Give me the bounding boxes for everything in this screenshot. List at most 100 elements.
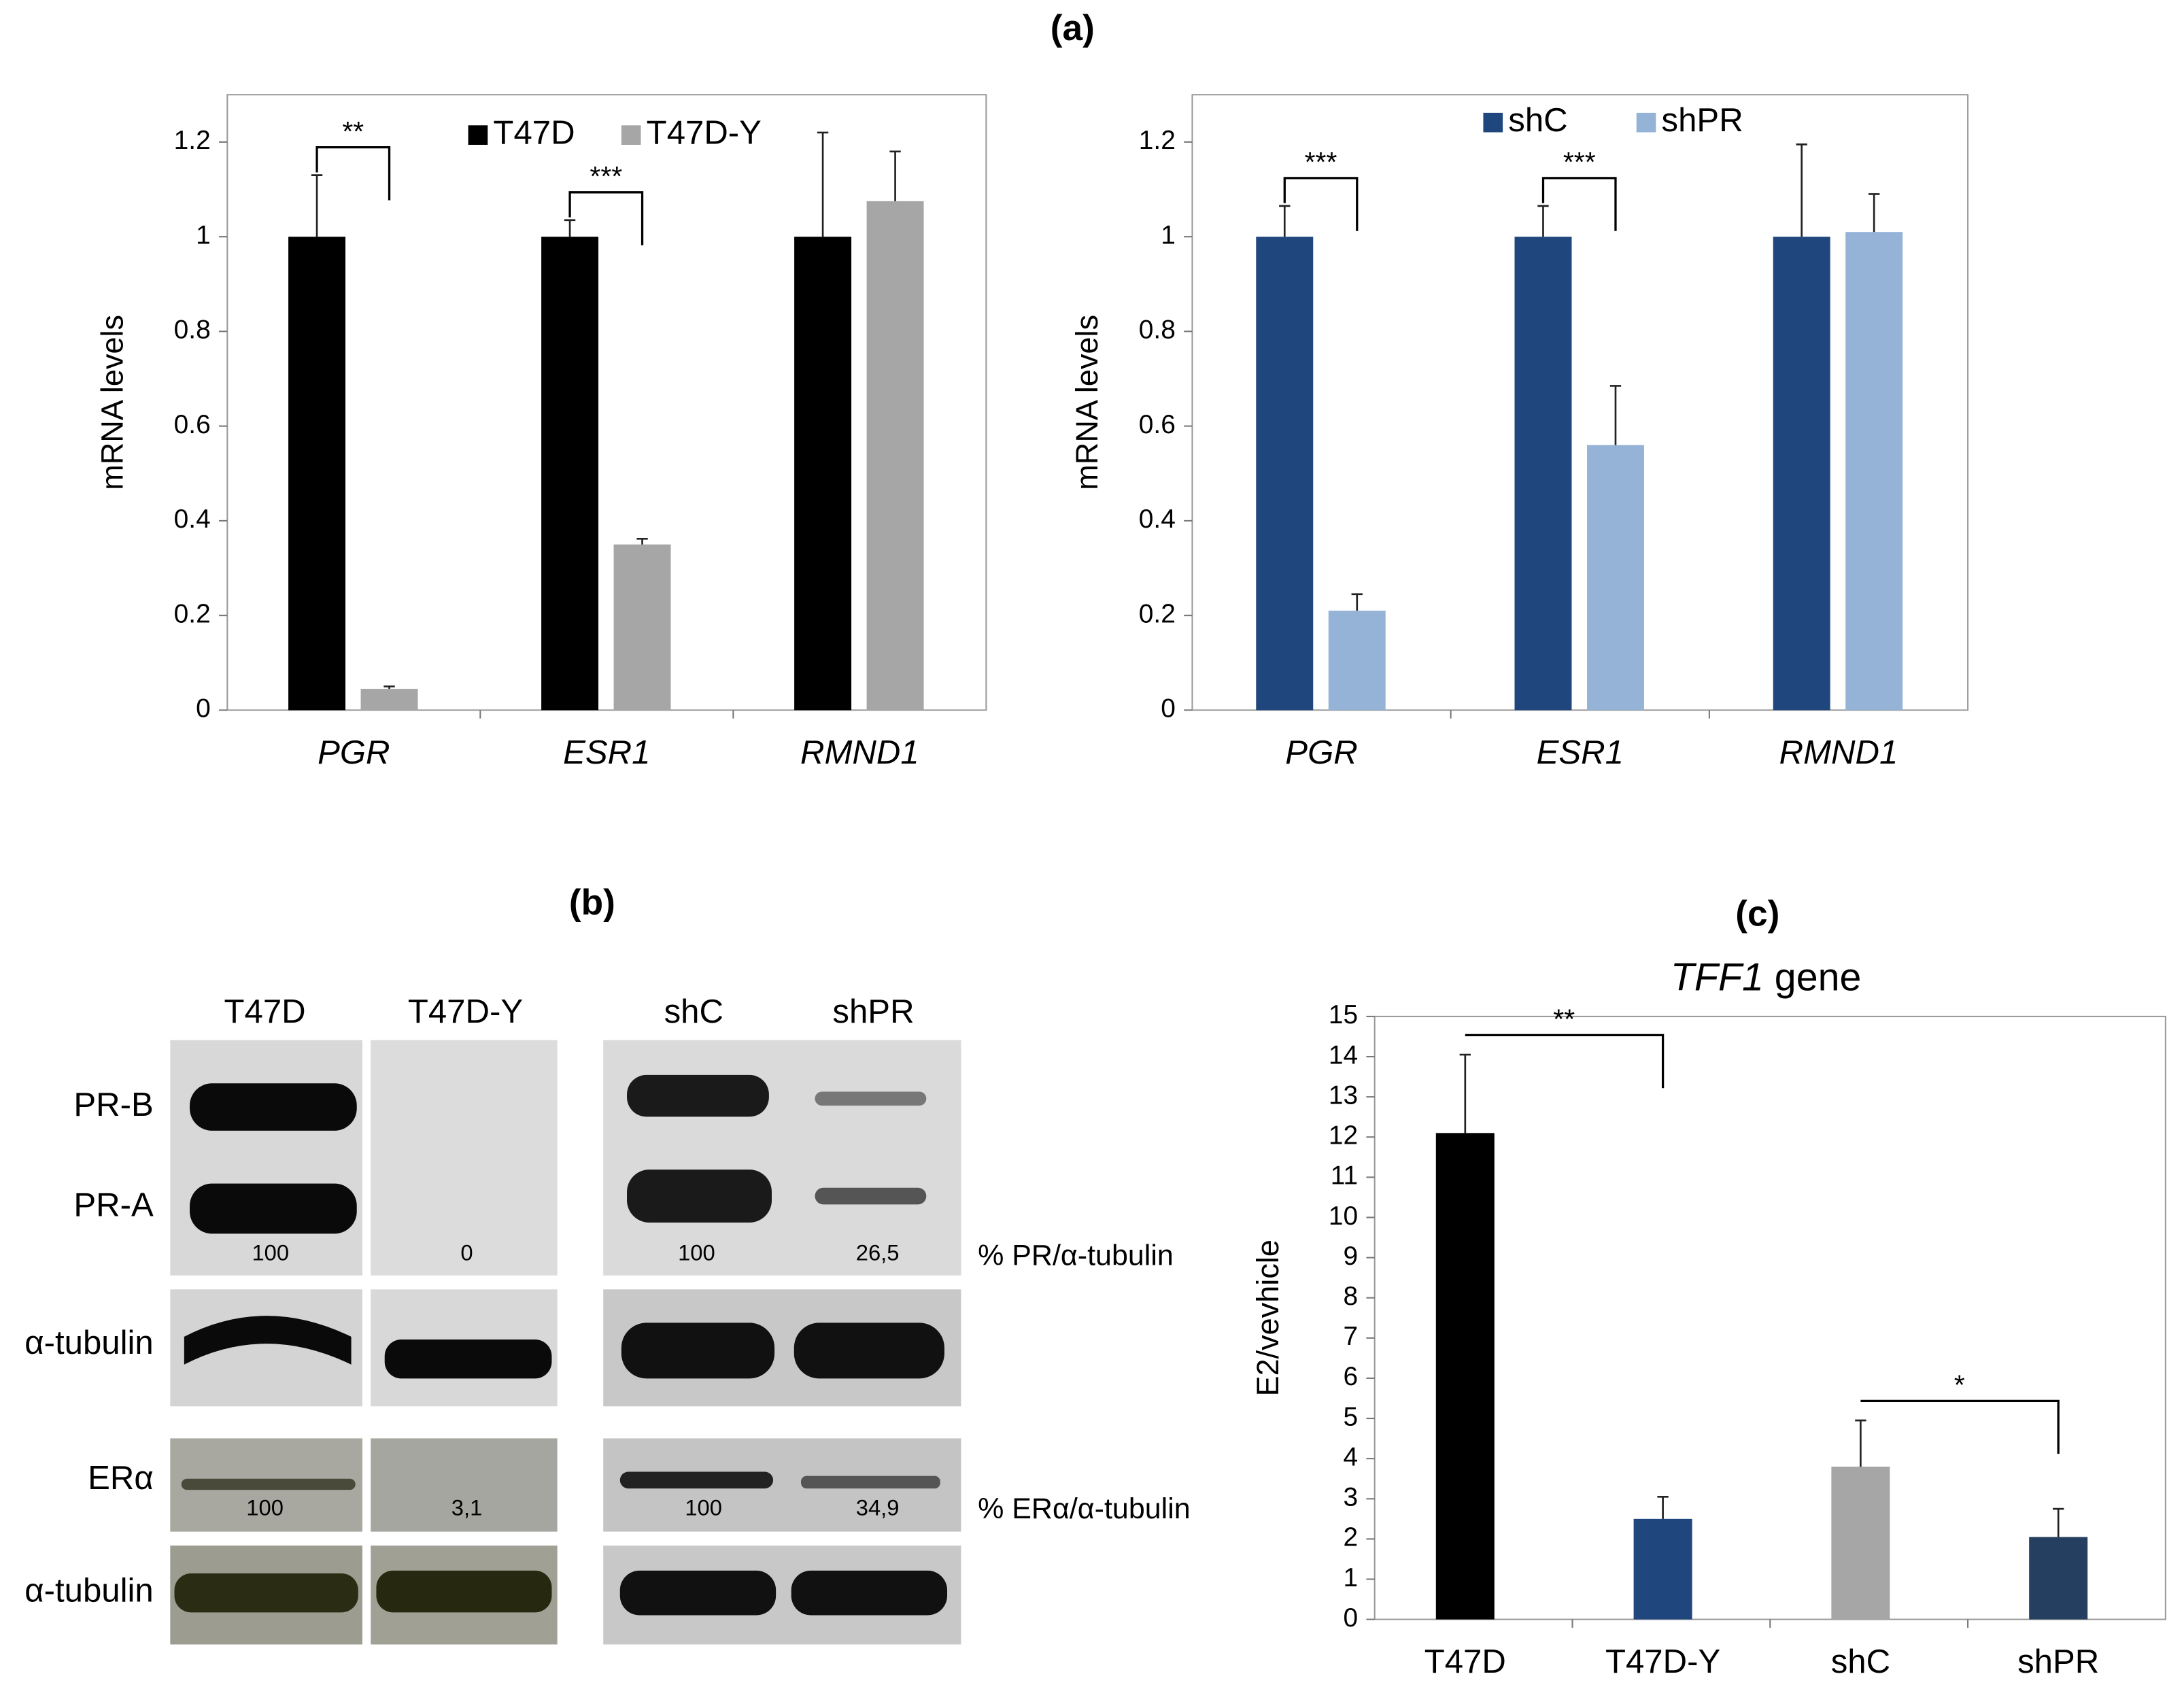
plot-frame: [1191, 94, 1969, 711]
error-bar: [1657, 1495, 1669, 1519]
error-bar: [1869, 193, 1880, 233]
bar: [1328, 611, 1386, 711]
error-bar: [1609, 385, 1622, 445]
band: [190, 1183, 357, 1234]
blot: T47D T47D-Y shC shPR PR-B PR-A α-tubulin…: [24, 993, 1191, 1645]
quant-label: % ERα/α-tubulin: [978, 1492, 1191, 1525]
quant: 26,5: [856, 1240, 900, 1265]
bar: [360, 689, 418, 711]
panel-label: (c): [1735, 894, 1779, 934]
error-bar: [817, 131, 829, 237]
significance-bracket: [568, 191, 644, 245]
band: [184, 1316, 352, 1365]
significance-bracket: [1860, 1399, 2060, 1454]
band: [815, 1187, 927, 1205]
band: [627, 1074, 769, 1117]
bar: [2029, 1537, 2088, 1620]
blot-column: shPR: [832, 993, 914, 1030]
error-bar: [1351, 593, 1363, 611]
band: [791, 1570, 948, 1616]
bar: [1435, 1133, 1495, 1620]
quant-label: % PR/α-tubulin: [978, 1240, 1174, 1272]
blot-row: ERα: [88, 1460, 154, 1497]
y-tick-label: 4: [1343, 1442, 1358, 1471]
band: [619, 1570, 777, 1616]
y-tick-label: 11: [1331, 1161, 1358, 1191]
y-tick-label: 12: [1329, 1121, 1358, 1150]
error-bar: [383, 685, 395, 689]
x-tick-label: ESR1: [1537, 734, 1624, 771]
significance-label: ***: [1563, 146, 1596, 177]
error-bar: [1279, 205, 1291, 237]
bar: [613, 544, 671, 711]
y-tick-label: 5: [1343, 1402, 1358, 1431]
quant: 34,9: [856, 1495, 900, 1520]
y-tick-label: 0.4: [1139, 505, 1176, 534]
error-bar: [1855, 1419, 1866, 1467]
legend-label: T47D: [493, 115, 575, 152]
bar: [1586, 445, 1644, 711]
blot-column: shC: [664, 993, 723, 1030]
legend-swatch: [1636, 112, 1656, 133]
band: [174, 1573, 358, 1613]
blot-row: PR-B: [73, 1087, 153, 1123]
y-tick-label: 0.6: [1139, 410, 1176, 439]
y-tick-label: 9: [1343, 1242, 1358, 1271]
error-bar: [1796, 143, 1807, 237]
band: [815, 1091, 927, 1106]
x-tick-label: RMND1: [1779, 734, 1898, 771]
legend-label: shPR: [1662, 102, 1743, 139]
panel-label: (a): [1051, 8, 1095, 48]
y-axis-label: E2/vevhicle: [1250, 1240, 1285, 1396]
x-tick-label: T47D-Y: [1605, 1643, 1720, 1680]
legend-swatch: [468, 125, 488, 145]
significance-label: *: [1954, 1369, 1965, 1401]
bar: [1256, 237, 1314, 711]
y-tick-label: 10: [1329, 1201, 1358, 1231]
panel-label: (b): [569, 883, 615, 923]
significance-label: **: [342, 116, 364, 147]
y-tick-label: 6: [1343, 1362, 1358, 1391]
x-tick-label: RMND1: [800, 734, 919, 771]
x-tick-label: T47D: [1424, 1643, 1506, 1680]
error-bar: [636, 538, 648, 545]
bar: [288, 237, 346, 711]
y-axis-label: mRNA levels: [1070, 315, 1104, 490]
significance-label: ***: [1305, 146, 1337, 177]
blot-row: α-tubulin: [24, 1573, 154, 1609]
y-tick-label: 1: [1343, 1563, 1358, 1592]
x-tick-label: shC: [1831, 1643, 1890, 1680]
error-bar: [1459, 1053, 1471, 1133]
y-tick-label: 14: [1329, 1040, 1358, 1070]
quant: 100: [678, 1240, 715, 1265]
blot-row: α-tubulin: [24, 1325, 154, 1361]
bar: [1831, 1466, 1890, 1620]
x-tick-label: PGR: [318, 734, 390, 771]
chart-title: TFF1 gene: [1671, 956, 1861, 1000]
error-bar: [1537, 205, 1549, 237]
significance-bracket: [1465, 1034, 1665, 1089]
bar: [1514, 237, 1572, 711]
legend-label: shC: [1508, 102, 1567, 139]
y-tick-label: 1: [1161, 220, 1176, 250]
band: [627, 1170, 772, 1223]
legend-label: T47D-Y: [647, 115, 762, 152]
x-tick-label: shPR: [2017, 1643, 2099, 1680]
y-tick-label: 8: [1343, 1282, 1358, 1311]
y-tick-label: 0.6: [174, 410, 211, 439]
band: [619, 1471, 774, 1489]
y-tick-label: 1: [196, 220, 211, 250]
bar: [1633, 1518, 1692, 1620]
x-tick-label: ESR1: [563, 734, 650, 771]
legend-swatch: [1483, 112, 1503, 133]
quant: 100: [685, 1495, 722, 1520]
bar: [1845, 232, 1903, 711]
band: [621, 1323, 775, 1379]
legend-swatch: [621, 125, 641, 145]
y-axis-label: mRNA levels: [95, 315, 129, 490]
band: [376, 1570, 552, 1613]
y-tick-label: 0.8: [174, 315, 211, 345]
error-bar: [311, 174, 323, 237]
x-tick-label: PGR: [1285, 734, 1357, 771]
